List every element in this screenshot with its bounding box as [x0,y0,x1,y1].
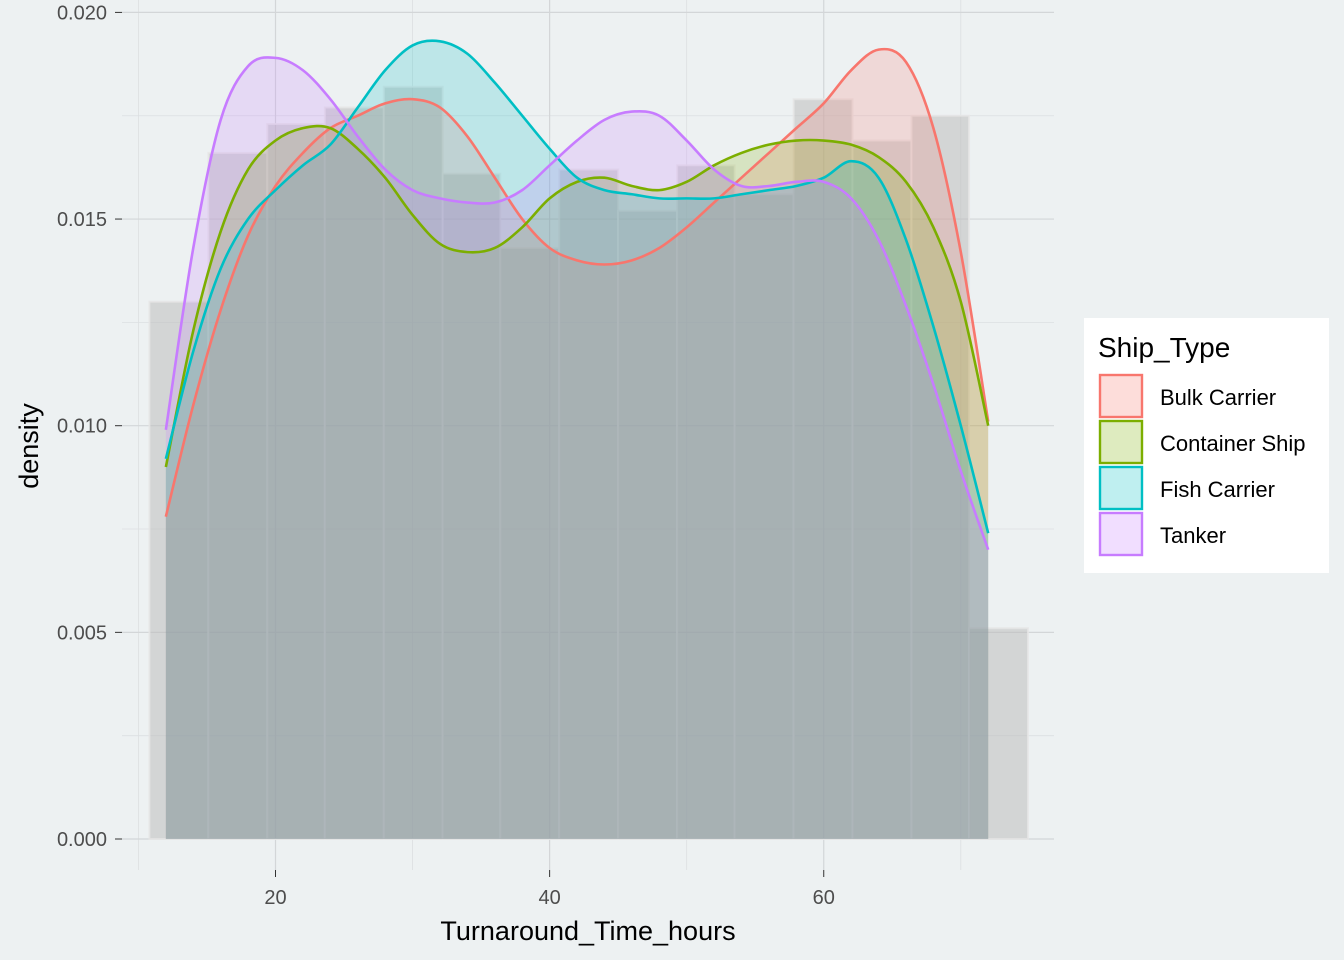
legend-key-container-ship [1098,419,1144,465]
histogram-bar [382,85,444,841]
legend-key-tanker [1098,511,1144,557]
legend: Ship_Type Bulk Carrier Container Ship Fish… [1084,318,1329,573]
histogram-bars [148,85,1029,841]
legend-box [1084,318,1329,573]
legend-title: Ship_Type [1098,332,1230,363]
density-area-container-ship [165,126,989,839]
legend-label-tanker: Tanker [1160,523,1226,548]
density-areas [165,40,989,840]
density-area-fish-carrier [165,40,989,839]
density-line-bulk-carrier [164,47,990,517]
x-axis-ticks: 20 40 60 [264,870,835,909]
density-lines [164,39,990,551]
density-line-container-ship [164,124,990,468]
legend-label-bulk-carrier: Bulk Carrier [1160,385,1276,410]
y-tick-label: 0.015 [57,209,107,231]
x-tick-label: 60 [813,887,835,909]
histogram-bar [558,168,620,841]
y-tick-label: 0.010 [57,416,107,438]
histogram-bar [617,209,679,841]
histogram-bar [148,300,210,841]
x-axis-title: Turnaround_Time_hours [440,916,735,946]
histogram-bar [266,122,326,841]
histogram-bar [323,106,385,841]
histogram-bar [910,114,971,841]
y-tick-label: 0.020 [57,2,107,24]
y-tick-label: 0.005 [57,622,107,644]
y-axis-ticks: 0.000 0.005 0.010 0.015 0.020 [57,2,122,851]
legend-label-container-ship: Container Ship [1160,431,1306,456]
histogram-bar [676,164,736,841]
legend-key-fish-carrier [1098,465,1144,511]
legend-key-bulk-carrier [1098,373,1144,419]
density-line-fish-carrier [164,39,990,534]
y-axis-title: density [14,403,44,489]
x-tick-label: 40 [538,887,560,909]
legend-items: Bulk Carrier Container Ship Fish Carrier Ta… [1098,373,1306,557]
legend-label-fish-carrier: Fish Carrier [1160,477,1275,502]
y-tick-label: 0.000 [57,829,107,851]
histogram-bar [968,627,1029,841]
density-area-bulk-carrier [165,49,989,839]
histogram-bar [733,193,795,841]
histogram-bar [499,246,561,841]
histogram-bar [441,172,502,841]
density-line-tanker [164,56,990,551]
density-area-tanker [165,57,989,840]
x-tick-label: 20 [264,887,286,909]
histogram-bar [207,151,269,841]
